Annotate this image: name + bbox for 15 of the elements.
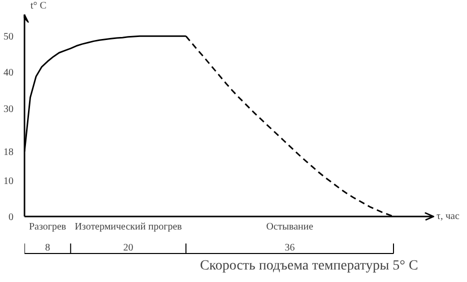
text: Скорость подъема температуры 5° C xyxy=(200,258,418,274)
text: 36 xyxy=(284,242,295,254)
y-tick-label: 30 xyxy=(4,104,14,115)
y-tick-label: 40 xyxy=(4,68,14,79)
text: Разогрев xyxy=(28,222,66,232)
y-tick-label: 10 xyxy=(4,176,14,187)
y-axis-title: t° C xyxy=(30,0,47,12)
x-axis-title: τ, час xyxy=(436,211,460,222)
text: 8 xyxy=(45,242,50,254)
text: Остывание xyxy=(266,222,314,232)
y-tick-label: 0 xyxy=(8,212,14,223)
y-tick-label: 18 xyxy=(4,147,14,158)
text: Изотермический прогрев xyxy=(74,222,182,232)
y-tick-label: 50 xyxy=(4,32,14,43)
text: 20 xyxy=(123,242,134,254)
